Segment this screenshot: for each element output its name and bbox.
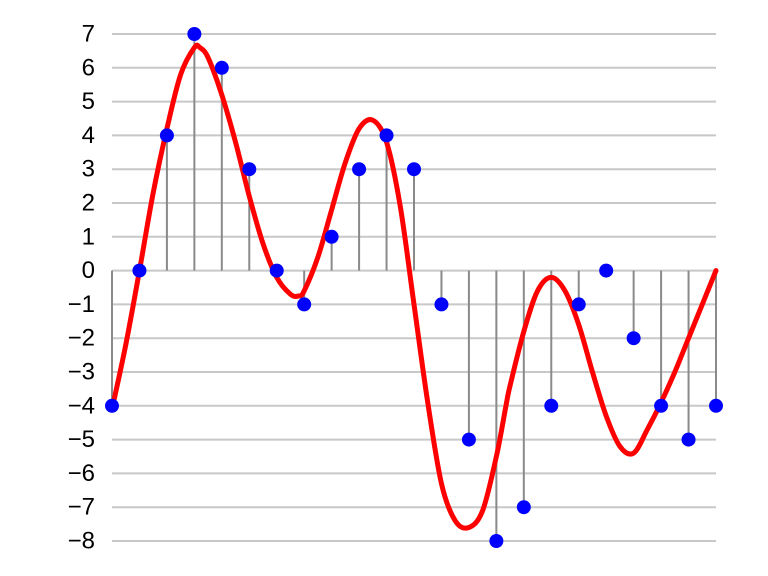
sample-point <box>461 432 476 447</box>
sample-point <box>599 263 614 278</box>
sample-point <box>324 229 339 244</box>
y-tick-label: −7 <box>68 494 95 521</box>
y-tick-label: 5 <box>82 88 95 115</box>
sample-point <box>681 432 696 447</box>
y-tick-label: 4 <box>82 122 95 149</box>
sample-point <box>544 398 559 413</box>
sample-point <box>489 534 504 548</box>
sample-point <box>297 297 312 312</box>
y-tick-label: 6 <box>82 54 95 81</box>
y-tick-label: 1 <box>82 223 95 250</box>
sample-point <box>187 27 202 41</box>
y-tick-label: −8 <box>68 528 95 555</box>
y-tick-label: 0 <box>82 257 95 284</box>
sample-points <box>105 27 723 548</box>
y-axis-tick-labels: 7 6 5 4 3 2 1 0 −1 −2 −3 −4 −5 −6 −7 −8 <box>68 21 95 555</box>
y-tick-label: −3 <box>68 359 95 386</box>
sample-point <box>159 128 174 143</box>
sample-point <box>214 60 229 75</box>
y-tick-label: −5 <box>68 426 95 453</box>
sample-point <box>269 263 284 278</box>
sample-point <box>132 263 147 278</box>
sample-point <box>654 398 669 413</box>
sample-point <box>434 297 449 312</box>
sample-point <box>709 398 723 413</box>
sample-point <box>379 128 394 143</box>
sample-point <box>242 162 257 177</box>
y-tick-label: −4 <box>68 392 95 419</box>
sample-point <box>407 162 421 177</box>
y-tick-label: 7 <box>82 21 95 48</box>
y-tick-label: 2 <box>82 190 95 217</box>
y-tick-label: −1 <box>68 291 95 318</box>
y-tick-label: 3 <box>82 156 95 183</box>
sample-point <box>352 162 367 177</box>
signal-curve <box>109 42 719 531</box>
y-tick-label: −2 <box>68 325 95 352</box>
sample-point <box>516 500 531 515</box>
sample-point <box>105 398 119 413</box>
signal-curve-layer <box>109 42 719 531</box>
sample-point <box>571 297 586 312</box>
y-tick-label: −6 <box>68 460 95 487</box>
sample-point <box>626 331 641 346</box>
